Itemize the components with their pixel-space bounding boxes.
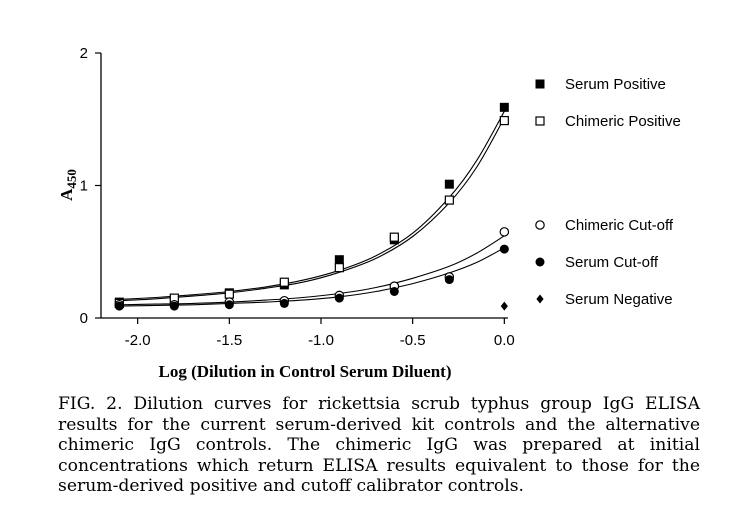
legend-marker-serum-positive [535, 79, 545, 89]
serum-positive-fit-curve [119, 111, 505, 300]
legend-marker-chimeric-positive [535, 116, 545, 126]
chart-ticks: -2.0 -1.5 -1.0 -0.5 0.0 0 1 2 [80, 45, 515, 349]
legend-label-chimeric-positive: Chimeric Positive [565, 113, 681, 130]
chimeric-positive-point [224, 289, 234, 299]
y-axis-title-subscript: 450 [64, 169, 79, 189]
legend-label-chimeric-cut-off: Chimeric Cut-off [565, 217, 674, 234]
legend-label-serum-cut-off: Serum Cut-off [565, 254, 659, 271]
serum-cut-off-point [279, 298, 289, 308]
serum-cut-off-fit-curve [119, 247, 505, 307]
chimeric-positive-point [334, 263, 344, 273]
x-tick-label: -0.5 [400, 332, 426, 349]
y-axis-title: A450 [57, 169, 79, 201]
chimeric-positive-point [389, 232, 399, 242]
serum-cut-off-point [389, 287, 399, 296]
serum-cut-off-point [499, 244, 509, 254]
chart-legend: Serum Positive Chimeric Positive Chimeric … [535, 76, 681, 308]
x-axis-title: Log (Dilution in Control Serum Diluent) [159, 362, 452, 381]
serum-cut-off-point [114, 301, 124, 311]
x-tick-label: 0.0 [494, 332, 515, 349]
x-tick-label: -1.0 [308, 332, 334, 349]
y-tick-label: 0 [80, 310, 88, 327]
x-tick-label: -1.5 [216, 332, 242, 349]
legend-marker-serum-cut-off [535, 257, 545, 267]
chimeric-positive-point [499, 115, 509, 126]
serum-negative-point [500, 301, 508, 311]
chimeric-cut-off-fit-curve [119, 235, 505, 306]
figure-chart: -2.0 -1.5 -1.0 -0.5 0.0 0 1 2 Serum Positive Chi… [57, 45, 681, 381]
legend-label-serum-negative: Serum Negative [565, 291, 673, 308]
chimeric-cut-off-point [499, 227, 510, 237]
serum-cut-off-point [224, 300, 234, 310]
chart-svg: -2.0 -1.5 -1.0 -0.5 0.0 0 1 2 Serum Positive Chi… [57, 45, 681, 381]
serum-positive-point [334, 255, 344, 265]
chart-points [114, 102, 510, 311]
y-tick-label: 1 [80, 178, 88, 195]
chimeric-positive-point [279, 277, 289, 287]
chimeric-positive-point [444, 195, 454, 205]
figure-caption: FIG. 2. Dilution curves for rickettsia s… [58, 394, 700, 497]
legend-marker-chimeric-cut-off [535, 220, 545, 230]
legend-label-serum-positive: Serum Positive [565, 76, 666, 93]
serum-cut-off-point [169, 301, 179, 311]
serum-positive-point [499, 102, 509, 112]
legend-marker-serum-negative [536, 294, 544, 304]
y-tick-label: 2 [80, 45, 88, 62]
serum-cut-off-point [334, 293, 344, 303]
y-axis-title-main: A [57, 188, 76, 201]
serum-cut-off-point [444, 275, 454, 285]
x-tick-label: -2.0 [125, 332, 151, 349]
serum-positive-point [444, 179, 454, 189]
